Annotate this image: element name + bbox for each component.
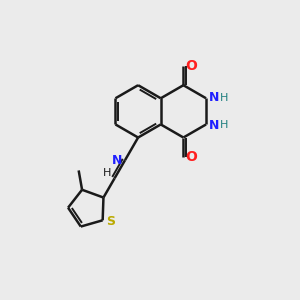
Text: H: H xyxy=(103,168,111,178)
Text: S: S xyxy=(106,215,115,228)
Text: N: N xyxy=(209,118,219,131)
Text: O: O xyxy=(185,150,197,164)
Text: H: H xyxy=(220,120,229,130)
Text: H: H xyxy=(220,93,229,103)
Text: O: O xyxy=(185,58,197,73)
Text: N: N xyxy=(209,91,219,104)
Text: N: N xyxy=(112,154,123,167)
